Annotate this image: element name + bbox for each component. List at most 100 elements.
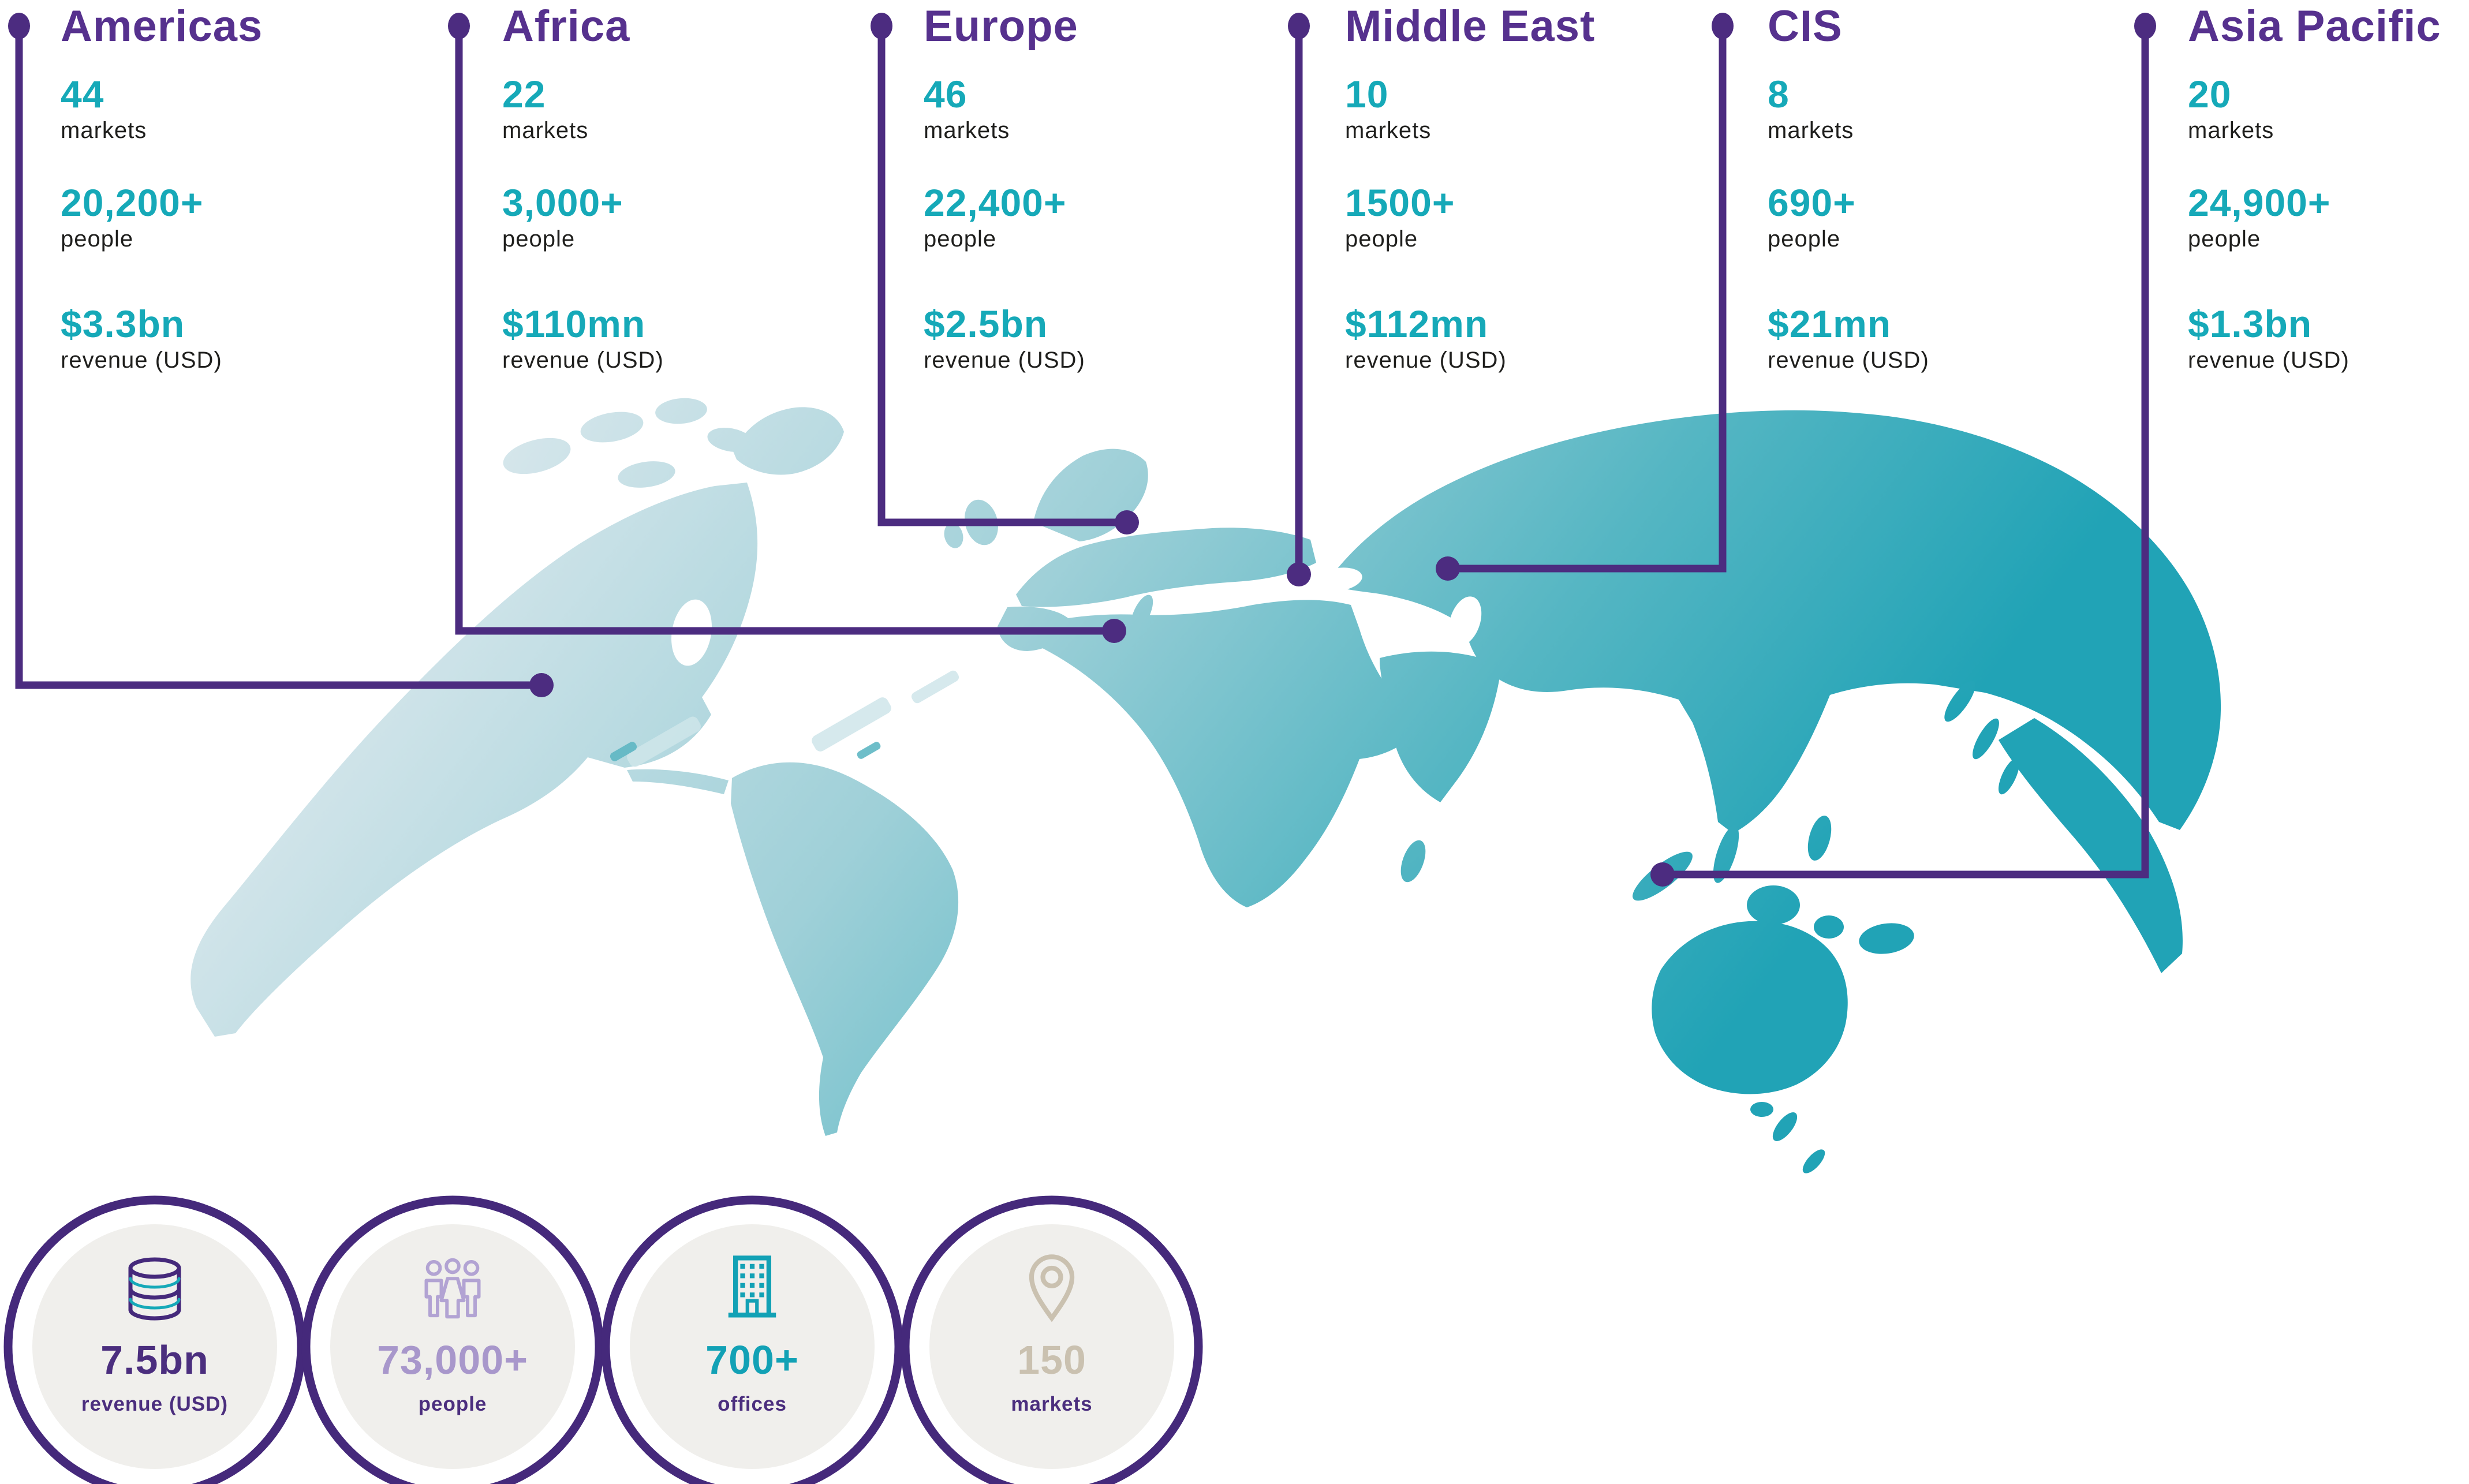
total-value: 73,000+ bbox=[377, 1337, 528, 1382]
markets-count: 22 bbox=[502, 73, 546, 115]
sea-caspian bbox=[1448, 596, 1482, 646]
map-marker-asia-pacific bbox=[1650, 862, 1675, 887]
revenue-value: $21mn bbox=[1768, 302, 1892, 345]
people-label: people bbox=[1345, 226, 1418, 252]
island-tasmania bbox=[1750, 1102, 1773, 1117]
island-new-zealand-north bbox=[1772, 1112, 1798, 1141]
revenue-label: revenue (USD) bbox=[924, 347, 1085, 373]
map-marker-cis bbox=[1436, 556, 1460, 581]
revenue-label: revenue (USD) bbox=[1768, 347, 1929, 373]
revenue-label: revenue (USD) bbox=[502, 347, 664, 373]
markets-label: markets bbox=[2188, 118, 2274, 143]
revenue-value: $112mn bbox=[1345, 302, 1489, 345]
badge-rings bbox=[3, 1195, 1203, 1484]
continent-south-america bbox=[731, 762, 959, 1136]
region-arabia bbox=[1380, 651, 1501, 802]
total-value: 150 bbox=[1017, 1337, 1086, 1382]
connector-top-dot-africa bbox=[448, 13, 470, 39]
revenue-value: $1.3bn bbox=[2188, 302, 2313, 345]
island-new-guinea bbox=[1859, 923, 1914, 954]
people-label: people bbox=[1768, 226, 1841, 252]
markets-label: markets bbox=[1768, 118, 1854, 143]
total-value: 7.5bn bbox=[100, 1337, 209, 1382]
markets-label: markets bbox=[1345, 118, 1432, 143]
people-count: 22,400+ bbox=[924, 181, 1067, 224]
continent-europe bbox=[1016, 528, 1316, 607]
markets-count: 46 bbox=[924, 73, 968, 115]
people-label: people bbox=[2188, 226, 2261, 252]
people-icon bbox=[415, 1239, 490, 1327]
continent-asia bbox=[1325, 410, 2221, 833]
total-label: offices bbox=[718, 1393, 787, 1415]
office-building-icon bbox=[716, 1239, 788, 1327]
markets-label: markets bbox=[502, 118, 589, 143]
total-markets-badge: 150 markets bbox=[929, 1224, 1174, 1469]
region-east-asia-coast bbox=[1999, 718, 2183, 973]
revenue-value: $2.5bn bbox=[924, 302, 1048, 345]
map-marker-middle-east bbox=[1287, 562, 1311, 586]
people-count: 1500+ bbox=[1345, 181, 1455, 224]
people-count: 690+ bbox=[1768, 181, 1856, 224]
region-title: Middle East bbox=[1345, 2, 1596, 51]
total-offices-badge: 700+ offices bbox=[630, 1224, 875, 1469]
location-pin-icon bbox=[1016, 1239, 1088, 1327]
island-ireland bbox=[944, 523, 963, 548]
markets-count: 20 bbox=[2188, 73, 2232, 115]
continent-north-america bbox=[191, 483, 758, 1037]
connector-top-dot-middle-east bbox=[1288, 13, 1310, 39]
map-marker-africa bbox=[1102, 619, 1126, 643]
people-count: 24,900+ bbox=[2188, 181, 2331, 224]
map-marker-americas bbox=[529, 673, 554, 697]
connector-europe bbox=[871, 13, 1139, 534]
people-label: people bbox=[61, 226, 134, 252]
markets-count: 44 bbox=[61, 73, 104, 115]
markets-count: 8 bbox=[1768, 73, 1790, 115]
markets-label: markets bbox=[61, 118, 147, 143]
markets-count: 10 bbox=[1345, 73, 1389, 115]
connector-middle-east bbox=[1287, 13, 1311, 586]
connectors bbox=[8, 13, 2156, 887]
island-new-zealand-south bbox=[1802, 1149, 1825, 1173]
map-marker-europe bbox=[1115, 510, 1139, 534]
world-map bbox=[191, 398, 2221, 1173]
people-label: people bbox=[502, 226, 576, 252]
people-label: people bbox=[924, 226, 997, 252]
connector-americas bbox=[8, 13, 554, 697]
region-title: Asia Pacific bbox=[2188, 2, 2441, 51]
region-title: CIS bbox=[1768, 2, 1843, 51]
total-label: revenue (USD) bbox=[81, 1393, 229, 1415]
revenue-label: revenue (USD) bbox=[1345, 347, 1507, 373]
island-philippines bbox=[1807, 816, 1832, 861]
total-label: markets bbox=[1011, 1393, 1093, 1415]
total-people-badge: 73,000+ people bbox=[330, 1224, 575, 1469]
total-revenue-badge: 7.5bn revenue (USD) bbox=[32, 1224, 277, 1469]
continent-africa bbox=[1019, 600, 1426, 907]
connector-top-dot-asia-pacific bbox=[2134, 13, 2156, 39]
island-greenland bbox=[733, 407, 844, 475]
people-count: 20,200+ bbox=[61, 181, 204, 224]
revenue-label: revenue (USD) bbox=[2188, 347, 2350, 373]
connector-top-dot-americas bbox=[8, 13, 30, 39]
revenue-label: revenue (USD) bbox=[61, 347, 222, 373]
markets-label: markets bbox=[924, 118, 1010, 143]
island-borneo bbox=[1747, 885, 1800, 925]
connector-top-dot-cis bbox=[1712, 13, 1734, 39]
region-title: Europe bbox=[924, 2, 1078, 51]
connector-cis bbox=[1436, 13, 1734, 581]
connector-top-dot-europe bbox=[871, 13, 892, 39]
sea-black bbox=[1314, 567, 1362, 592]
total-label: people bbox=[418, 1393, 487, 1415]
region-title: Americas bbox=[61, 2, 263, 51]
region-title: Africa bbox=[502, 2, 630, 51]
region-malay bbox=[1713, 825, 1739, 883]
connector-africa bbox=[448, 13, 1126, 643]
map-shine-streaks bbox=[610, 670, 959, 767]
connector-asia-pacific bbox=[1650, 13, 2156, 887]
people-count: 3,000+ bbox=[502, 181, 623, 224]
revenue-value: $3.3bn bbox=[61, 302, 185, 345]
revenue-value: $110mn bbox=[502, 302, 646, 345]
continent-australia bbox=[1652, 921, 1848, 1094]
island-madagascar bbox=[1400, 840, 1426, 883]
coins-icon bbox=[120, 1239, 189, 1327]
